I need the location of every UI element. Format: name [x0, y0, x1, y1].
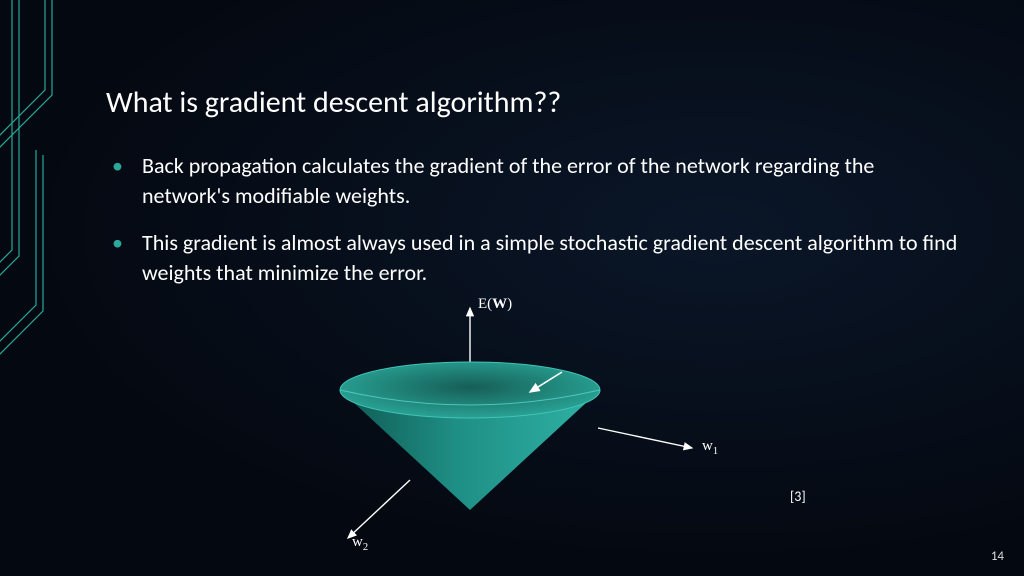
corner-decoration	[0, 0, 90, 576]
z-axis-label: E(W)	[478, 296, 512, 313]
gradient-descent-diagram: E(W) w1 w2 [3]	[260, 300, 780, 570]
x-axis	[598, 428, 692, 448]
bullet-item: This gradient is almost always used in a…	[106, 228, 964, 287]
page-number: 14	[991, 549, 1004, 564]
x-axis-label: w1	[702, 438, 718, 457]
y-axis	[348, 480, 410, 538]
slide-content: What is gradient descent algorithm?? Bac…	[106, 84, 964, 306]
y-axis-label: w2	[352, 534, 368, 553]
bullet-item: Back propagation calculates the gradient…	[106, 151, 964, 210]
bullet-list: Back propagation calculates the gradient…	[106, 151, 964, 288]
cone-top	[340, 362, 600, 418]
slide-title: What is gradient descent algorithm??	[106, 84, 964, 121]
citation: [3]	[790, 488, 806, 505]
